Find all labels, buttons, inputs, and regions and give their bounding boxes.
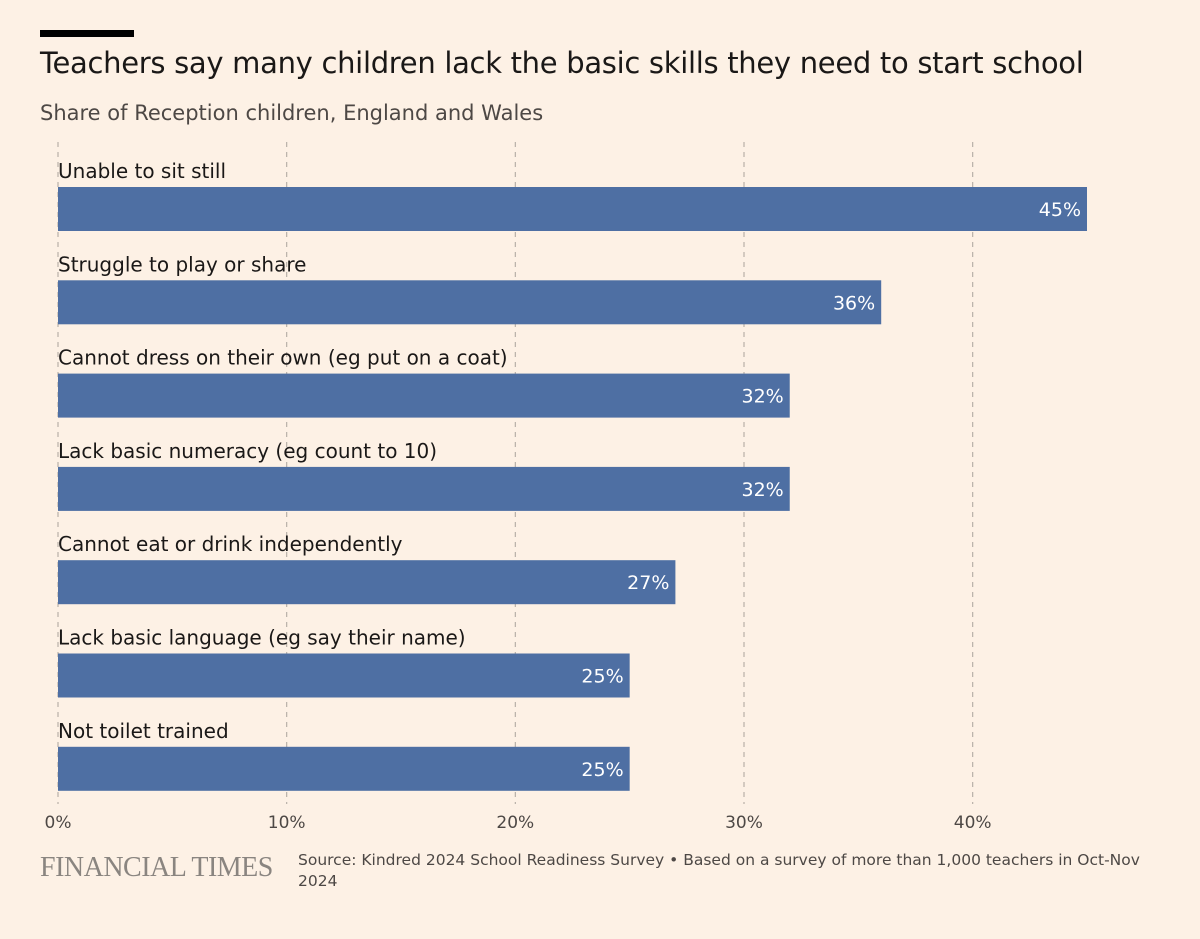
category-label: Cannot dress on their own (eg put on a c… — [58, 346, 508, 370]
category-label: Lack basic language (eg say their name) — [58, 626, 466, 650]
value-label: 45% — [1039, 199, 1081, 221]
category-label: Not toilet trained — [58, 719, 229, 743]
x-tick-label: 30% — [725, 813, 763, 833]
financial-times-logo: FINANCIAL TIMES — [40, 852, 273, 883]
category-label: Lack basic numeracy (eg count to 10) — [58, 439, 437, 463]
bar-chart: 0% 10% 20% 30% 40% Unable to sit still 45% Stru… — [45, 142, 1087, 833]
value-label: 25% — [581, 666, 623, 688]
x-tick-label: 20% — [496, 813, 534, 833]
category-label: Cannot eat or drink independently — [58, 532, 403, 556]
x-tick-label: 0% — [45, 813, 72, 833]
x-tick-label: 40% — [954, 813, 992, 833]
value-label: 25% — [581, 759, 623, 781]
chart-subtitle: Share of Reception children, England and… — [40, 101, 544, 125]
value-label: 32% — [741, 386, 783, 408]
category-label: Struggle to play or share — [58, 252, 306, 276]
value-label: 36% — [833, 292, 875, 314]
bar-2 — [58, 280, 882, 325]
x-tick-label: 10% — [268, 813, 306, 833]
source-note: Source: Kindred 2024 School Readiness Su… — [298, 851, 1140, 890]
bar-1 — [58, 187, 1087, 231]
chart-title: Teachers say many children lack the basi… — [40, 46, 1084, 80]
category-label: Unable to sit still — [58, 159, 226, 183]
bar-3 — [58, 373, 790, 418]
bar-5 — [58, 560, 676, 605]
bar-6 — [58, 653, 630, 698]
bar-4 — [58, 466, 790, 511]
bar-7 — [58, 746, 630, 791]
value-label: 27% — [627, 572, 669, 594]
top-rule — [40, 30, 134, 37]
value-label: 32% — [741, 479, 783, 501]
